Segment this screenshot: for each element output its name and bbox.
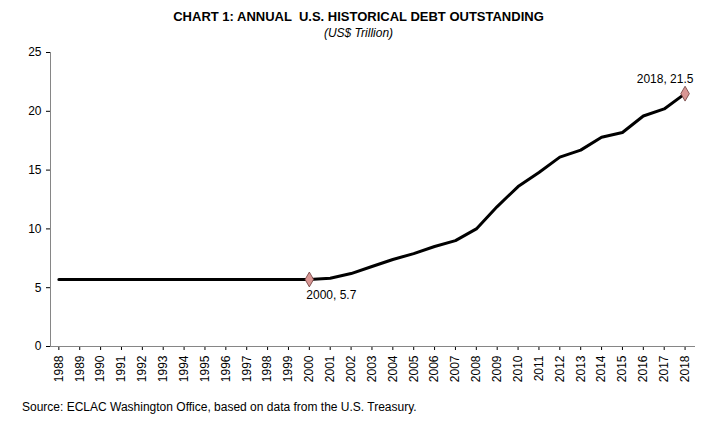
svg-text:2002: 2002	[344, 355, 358, 382]
svg-text:1991: 1991	[114, 355, 128, 382]
svg-text:2015: 2015	[615, 355, 629, 382]
svg-text:1990: 1990	[93, 355, 107, 382]
svg-text:2016: 2016	[636, 355, 650, 382]
svg-text:2018: 2018	[678, 355, 692, 382]
svg-text:2008: 2008	[469, 355, 483, 382]
svg-text:20: 20	[28, 104, 42, 118]
svg-text:2000, 5.7: 2000, 5.7	[306, 288, 356, 302]
svg-text:1995: 1995	[198, 355, 212, 382]
svg-text:2003: 2003	[365, 355, 379, 382]
svg-text:1994: 1994	[177, 355, 191, 382]
svg-text:2017: 2017	[657, 355, 671, 382]
svg-text:2018, 21.5: 2018, 21.5	[637, 72, 694, 86]
svg-text:2013: 2013	[574, 355, 588, 382]
svg-text:1997: 1997	[240, 355, 254, 382]
html-text:CHART 1: ANNUAL U.S. HISTORICA: CHART 1: ANNUAL U.S. HISTORICAL DEBT OUT…	[173, 9, 544, 24]
svg-text:0: 0	[35, 339, 42, 353]
svg-text:2001: 2001	[323, 355, 337, 382]
svg-text:2000: 2000	[302, 355, 316, 382]
svg-text:2012: 2012	[553, 355, 567, 382]
svg-text:2006: 2006	[427, 355, 441, 382]
svg-text:1999: 1999	[281, 355, 295, 382]
svg-text:2007: 2007	[448, 355, 462, 382]
svg-text:15: 15	[28, 163, 42, 177]
svg-text:2010: 2010	[511, 355, 525, 382]
svg-text:1988: 1988	[52, 355, 66, 382]
svg-text:25: 25	[28, 45, 42, 59]
svg-text:2004: 2004	[386, 355, 400, 382]
svg-text:2011: 2011	[532, 355, 546, 381]
svg-text:1998: 1998	[260, 355, 274, 382]
svg-text:5: 5	[35, 281, 42, 295]
svg-text:1992: 1992	[135, 355, 149, 382]
svg-text:1993: 1993	[156, 355, 170, 382]
svg-text:1996: 1996	[219, 355, 233, 382]
svg-text:2009: 2009	[490, 355, 504, 382]
svg-text:2005: 2005	[407, 355, 421, 382]
svg-text:10: 10	[28, 222, 42, 236]
html-text:Source: ECLAC Washington Offic: Source: ECLAC Washington Office, based o…	[22, 400, 417, 414]
svg-text:1989: 1989	[73, 355, 87, 382]
html-text:(US$ Trillion): (US$ Trillion)	[323, 26, 394, 40]
svg-text:2014: 2014	[594, 355, 608, 382]
